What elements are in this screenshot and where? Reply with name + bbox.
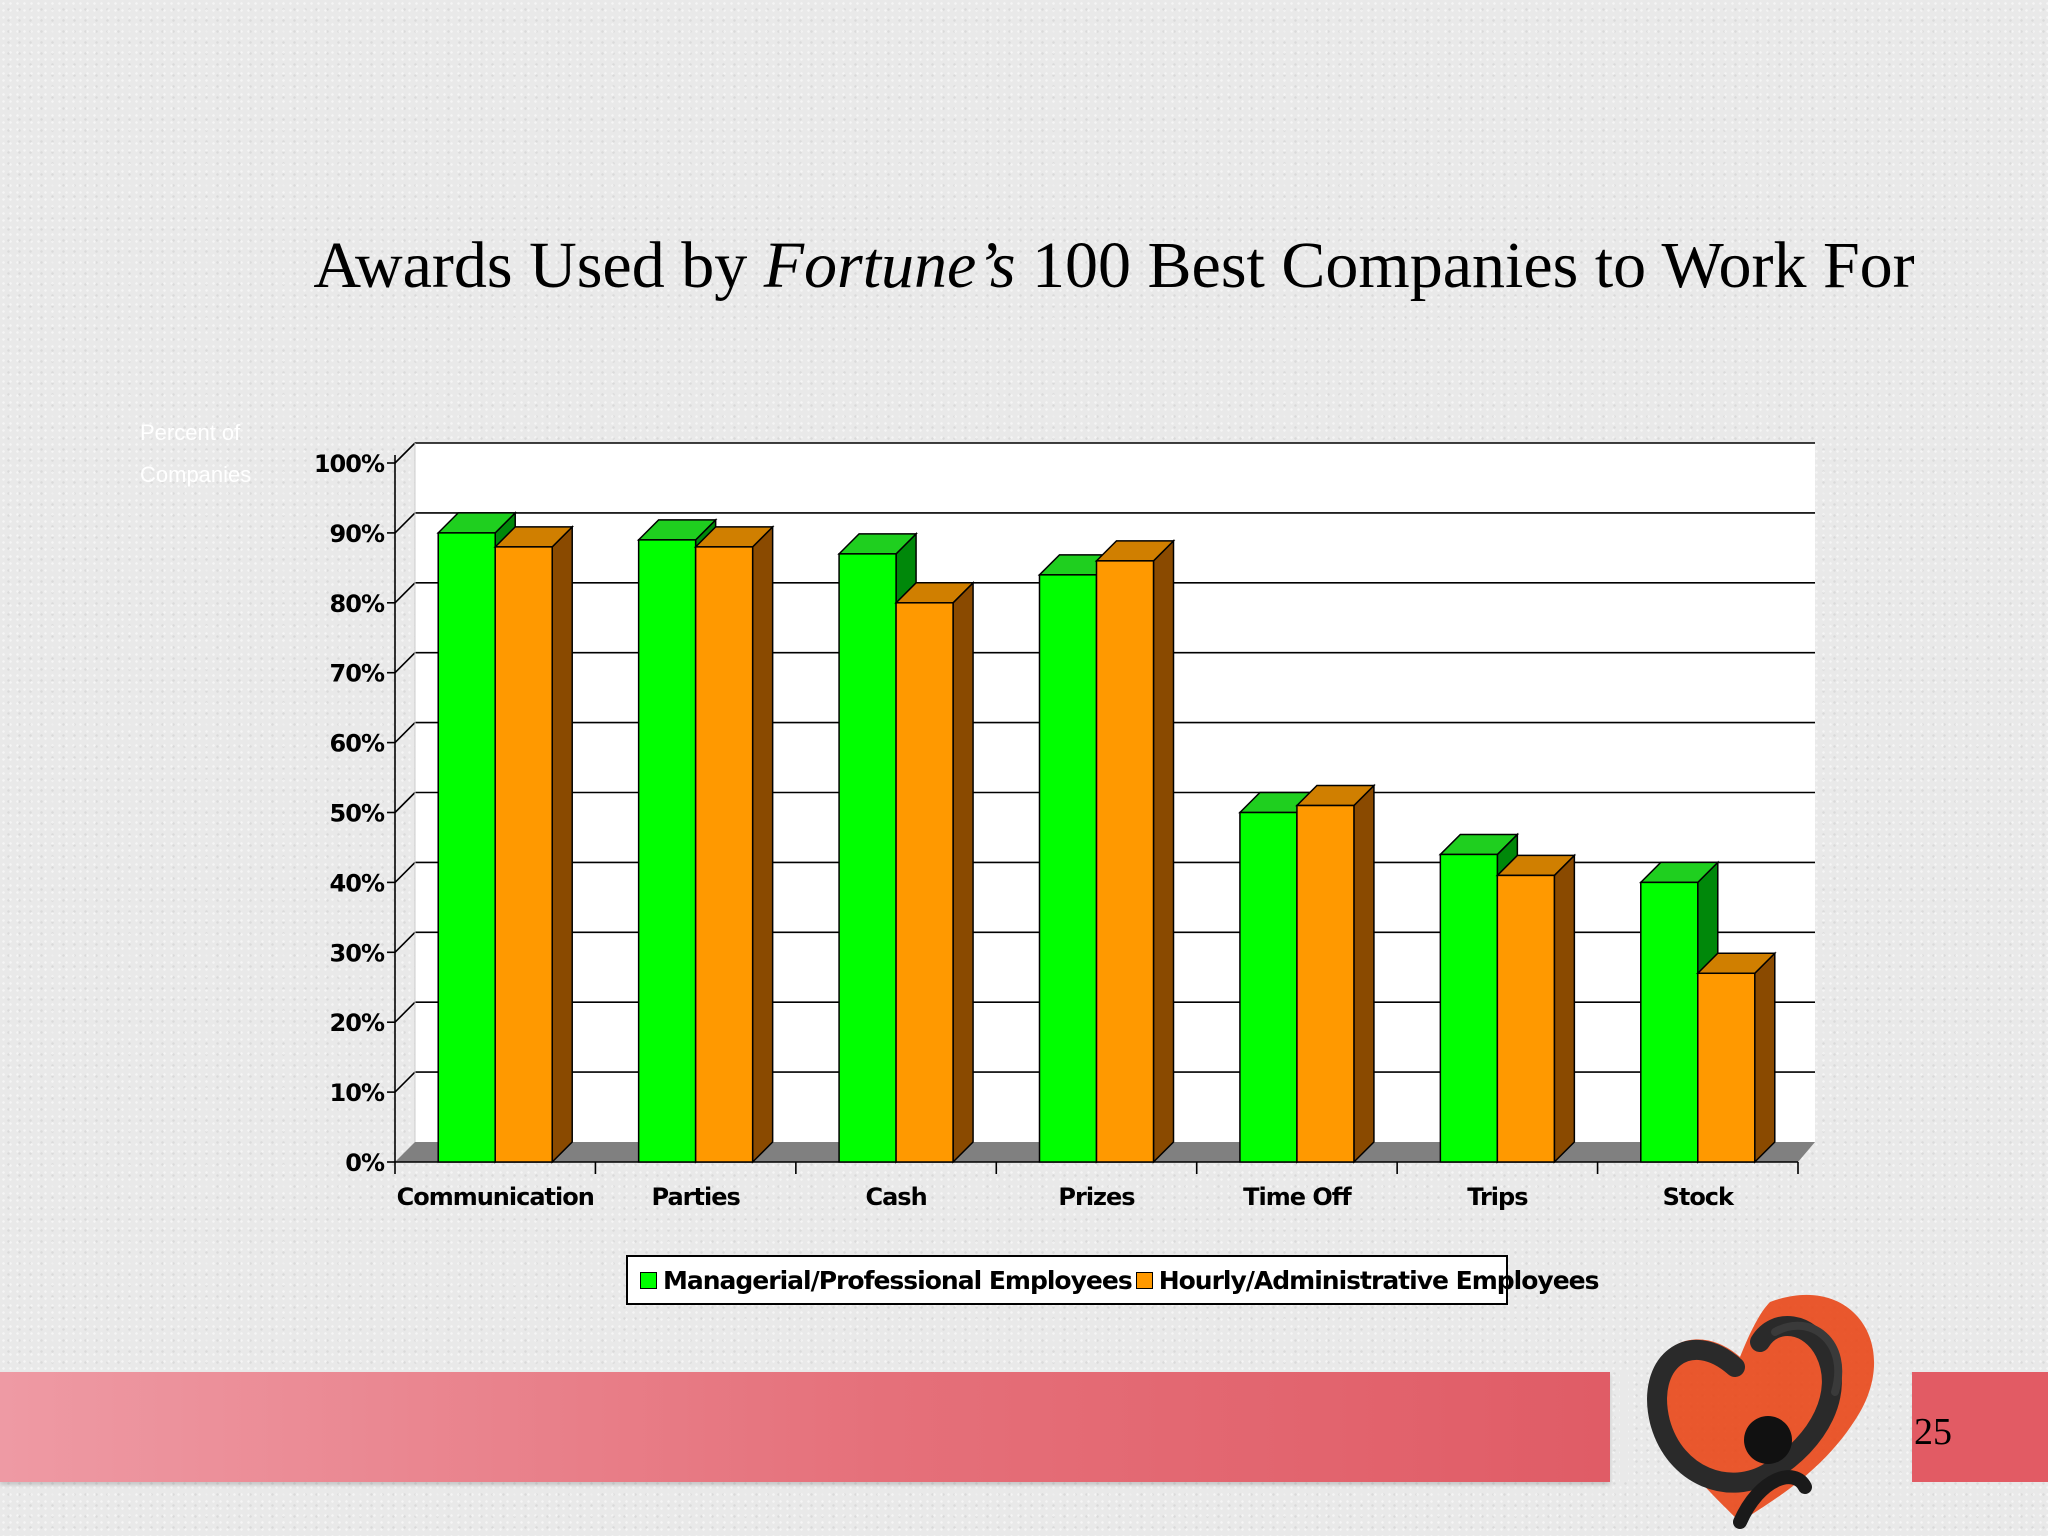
gridline-diagonal — [394, 722, 416, 744]
x-category-label: Stock — [1663, 1183, 1735, 1211]
x-category-label: Cash — [865, 1183, 926, 1211]
bar-side — [1553, 853, 1576, 1164]
bar-managerial — [637, 539, 697, 1163]
bar-hourly — [895, 602, 954, 1163]
gridline-diagonal — [394, 652, 416, 674]
title-text-2: 100 Best Companies to Work For — [1015, 229, 1915, 302]
slide-title: Awards Used by Fortune’s 100 Best Compan… — [0, 228, 2048, 304]
bar-side — [1152, 539, 1175, 1164]
bar-side — [952, 580, 974, 1164]
bar-hourly — [694, 546, 754, 1163]
gridline-diagonal — [394, 512, 416, 534]
bar-managerial — [1439, 853, 1499, 1163]
y-axis-label-line2: Companies — [140, 462, 252, 487]
bar-side — [551, 525, 573, 1164]
y-tick-label: 100% — [314, 450, 385, 478]
y-tick-label: 30% — [330, 939, 385, 967]
bar-managerial — [1239, 811, 1298, 1163]
y-axis-label-line1: Percent of — [140, 420, 241, 445]
title-text-1: Awards Used by — [313, 229, 764, 302]
bar-side — [751, 525, 774, 1164]
footer-band — [0, 1372, 1610, 1482]
legend-swatch-hourly — [1135, 1271, 1153, 1289]
y-tick-label: 40% — [330, 869, 385, 897]
chart-legend: Managerial/Professional Employees Hourly… — [626, 1255, 1600, 1305]
legend-label-managerial: Managerial/Professional Employees — [663, 1265, 1133, 1295]
legend-label-hourly: Hourly/Administrative Employees — [1158, 1265, 1600, 1295]
gridline-diagonal — [394, 791, 416, 814]
bar-hourly — [1496, 874, 1556, 1163]
bar-hourly — [1296, 804, 1355, 1163]
gridline-diagonal — [394, 861, 416, 883]
brush-heart-logo — [1620, 1294, 1875, 1529]
gridline-diagonal — [394, 582, 416, 604]
y-tick-label: 90% — [330, 520, 385, 548]
bar-managerial — [1640, 881, 1699, 1163]
y-tick-label: 10% — [330, 1079, 385, 1107]
gridline-diagonal — [394, 442, 416, 464]
footer-band-right — [1912, 1372, 2048, 1482]
title-text-italic: Fortune’s — [763, 229, 1016, 302]
y-tick-label: 70% — [330, 660, 385, 688]
x-category-label: Time Off — [1243, 1183, 1352, 1211]
bar-hourly — [1697, 972, 1756, 1163]
x-category-label: Prizes — [1058, 1183, 1135, 1211]
y-tick-label: 50% — [330, 800, 385, 828]
bar-side — [1754, 951, 1776, 1164]
bar-chart: 0% 10% 20% 30% 40% 50% 60% 70% 80% 90% 100% Communi… — [314, 442, 1815, 1211]
x-category-label: Parties — [652, 1183, 741, 1211]
bar-side — [1353, 783, 1375, 1164]
gridline-diagonal — [394, 1071, 416, 1093]
gridline-diagonal — [394, 931, 416, 953]
gridline-diagonal — [394, 1001, 416, 1023]
legend-swatch-managerial — [640, 1271, 657, 1289]
y-tick-label: 60% — [330, 730, 385, 758]
page-number: 25 — [1914, 1411, 1952, 1453]
x-category-label: Communication — [397, 1183, 594, 1211]
bar-hourly — [1095, 560, 1155, 1163]
bar-managerial — [838, 553, 897, 1163]
bar-managerial — [437, 532, 496, 1163]
y-tick-label: 80% — [330, 590, 385, 618]
bar-managerial — [1038, 574, 1098, 1163]
y-tick-label: 0% — [345, 1149, 385, 1177]
y-tick-label: 20% — [330, 1009, 385, 1037]
x-category-label: Trips — [1467, 1183, 1528, 1211]
bar-hourly — [494, 546, 553, 1163]
